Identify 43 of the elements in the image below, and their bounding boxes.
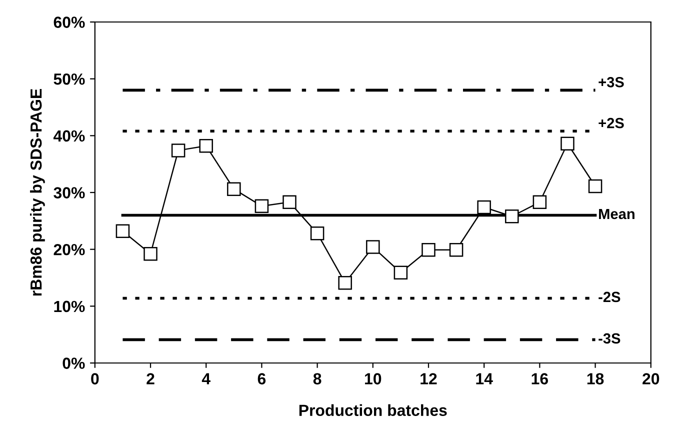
point <box>338 276 352 290</box>
point <box>227 182 241 196</box>
x-tick-label: 18 <box>587 373 604 384</box>
point <box>422 243 436 257</box>
x-tick-label: 2 <box>146 373 154 384</box>
x-tick-label: 6 <box>258 373 266 384</box>
point <box>199 139 213 153</box>
x-tick-label: 0 <box>91 373 99 384</box>
point <box>505 209 519 224</box>
y-tick-label: 30% <box>54 187 85 198</box>
point <box>254 199 269 214</box>
point <box>449 243 464 257</box>
point <box>588 179 602 194</box>
x-tick-label: 14 <box>476 373 493 384</box>
y-tick-label: 50% <box>54 73 85 85</box>
ref-line-label: -2S <box>598 292 620 302</box>
point <box>366 240 380 254</box>
x-tick-label: 8 <box>313 373 322 384</box>
point <box>144 247 158 261</box>
y-tick-label: 10% <box>54 300 85 312</box>
point <box>532 195 547 210</box>
ref-line-label: +3S <box>598 76 624 88</box>
ref-line-label: +2S <box>598 118 624 128</box>
x-tick-label: 4 <box>202 373 210 384</box>
point <box>310 226 324 240</box>
point <box>477 200 491 214</box>
y-tick-label: 40% <box>53 130 85 142</box>
point <box>171 144 186 158</box>
point <box>116 224 130 238</box>
y-axis-title: rBm86 purity by SDS-PAGE <box>30 88 45 296</box>
point <box>394 266 408 280</box>
point <box>560 136 574 150</box>
x-tick-label: 10 <box>365 373 382 384</box>
ref-line-label: Mean <box>599 208 634 220</box>
y-tick-label: 0% <box>62 358 85 369</box>
x-tick-label: 12 <box>420 373 437 384</box>
point <box>282 195 296 210</box>
x-tick-label: 16 <box>532 373 548 384</box>
ref-line-label: -3S <box>598 333 620 344</box>
y-tick-label: 20% <box>54 244 85 256</box>
x-tick-label: 20 <box>642 373 660 384</box>
y-tick-label: 60% <box>54 16 85 28</box>
x-axis-title: Production batches <box>299 404 447 416</box>
